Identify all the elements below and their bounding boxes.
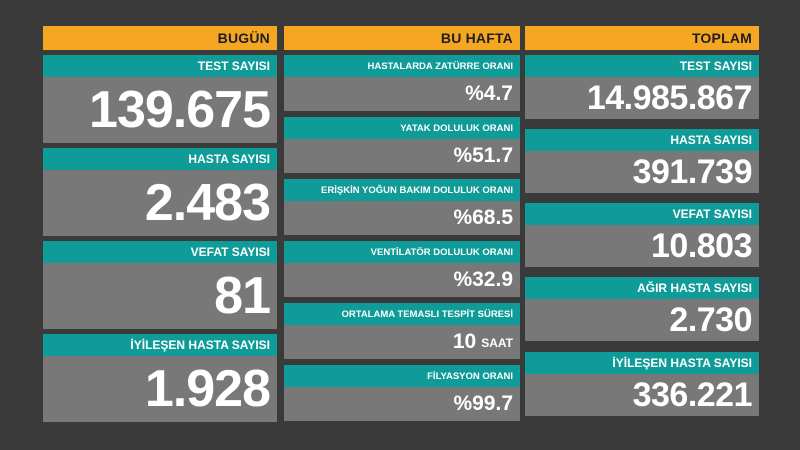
today-cases-value: 2.483 [43, 170, 277, 236]
week-contact-time-label: ORTALAMA TEMASLI TESPİT SÜRESİ [284, 303, 520, 325]
week-pneumonia-label: HASTALARDA ZATÜRRE ORANI [284, 55, 520, 77]
today-cases-card: HASTA SAYISI 2.483 [43, 148, 277, 236]
today-test-value: 139.675 [43, 77, 277, 143]
total-deaths-label: VEFAT SAYISI [525, 203, 759, 225]
today-recovered-label: İYİLEŞEN HASTA SAYISI [43, 334, 277, 356]
today-deaths-value: 81 [43, 263, 277, 329]
total-header: TOPLAM [525, 26, 759, 50]
week-contact-time-card: ORTALAMA TEMASLI TESPİT SÜRESİ 10 SAAT [284, 303, 520, 359]
today-test-card: TEST SAYISI 139.675 [43, 55, 277, 143]
today-header: BUGÜN [43, 26, 277, 50]
total-test-value: 14.985.867 [525, 77, 759, 119]
week-contact-time-unit: SAAT [481, 336, 513, 350]
week-ventilator-card: VENTİLATÖR DOLULUK ORANI %32.9 [284, 241, 520, 297]
today-deaths-card: VEFAT SAYISI 81 [43, 241, 277, 329]
week-contact-time-value: 10 SAAT [284, 325, 520, 359]
total-deaths-card: VEFAT SAYISI 10.803 [525, 203, 759, 267]
week-column: BU HAFTA HASTALARDA ZATÜRRE ORANI %4.7 Y… [284, 26, 520, 421]
week-filiation-label: FİLYASYON ORANI [284, 365, 520, 387]
today-cases-label: HASTA SAYISI [43, 148, 277, 170]
week-ventilator-value: %32.9 [284, 263, 520, 297]
total-column: TOPLAM TEST SAYISI 14.985.867 HASTA SAYI… [525, 26, 759, 416]
week-bed-occupancy-card: YATAK DOLULUK ORANI %51.7 [284, 117, 520, 173]
week-filiation-card: FİLYASYON ORANI %99.7 [284, 365, 520, 421]
total-deaths-value: 10.803 [525, 225, 759, 267]
week-pneumonia-card: HASTALARDA ZATÜRRE ORANI %4.7 [284, 55, 520, 111]
total-recovered-label: İYİLEŞEN HASTA SAYISI [525, 352, 759, 374]
week-filiation-value: %99.7 [284, 387, 520, 421]
today-deaths-label: VEFAT SAYISI [43, 241, 277, 263]
total-severe-label: AĞIR HASTA SAYISI [525, 277, 759, 299]
total-test-card: TEST SAYISI 14.985.867 [525, 55, 759, 119]
total-severe-card: AĞIR HASTA SAYISI 2.730 [525, 277, 759, 341]
total-test-label: TEST SAYISI [525, 55, 759, 77]
week-header: BU HAFTA [284, 26, 520, 50]
today-column: BUGÜN TEST SAYISI 139.675 HASTA SAYISI 2… [43, 26, 277, 422]
total-severe-value: 2.730 [525, 299, 759, 341]
total-recovered-card: İYİLEŞEN HASTA SAYISI 336.221 [525, 352, 759, 416]
week-contact-time-number: 10 [452, 330, 477, 353]
total-cases-card: HASTA SAYISI 391.739 [525, 129, 759, 193]
week-bed-occupancy-label: YATAK DOLULUK ORANI [284, 117, 520, 139]
week-icu-occupancy-label: ERİŞKİN YOĞUN BAKIM DOLULUK ORANI [284, 179, 520, 201]
total-cases-value: 391.739 [525, 151, 759, 193]
today-recovered-value: 1.928 [43, 356, 277, 422]
today-recovered-card: İYİLEŞEN HASTA SAYISI 1.928 [43, 334, 277, 422]
week-icu-occupancy-card: ERİŞKİN YOĞUN BAKIM DOLULUK ORANI %68.5 [284, 179, 520, 235]
week-ventilator-label: VENTİLATÖR DOLULUK ORANI [284, 241, 520, 263]
today-test-label: TEST SAYISI [43, 55, 277, 77]
week-bed-occupancy-value: %51.7 [284, 139, 520, 173]
total-cases-label: HASTA SAYISI [525, 129, 759, 151]
total-recovered-value: 336.221 [525, 374, 759, 416]
week-pneumonia-value: %4.7 [284, 77, 520, 111]
week-icu-occupancy-value: %68.5 [284, 201, 520, 235]
